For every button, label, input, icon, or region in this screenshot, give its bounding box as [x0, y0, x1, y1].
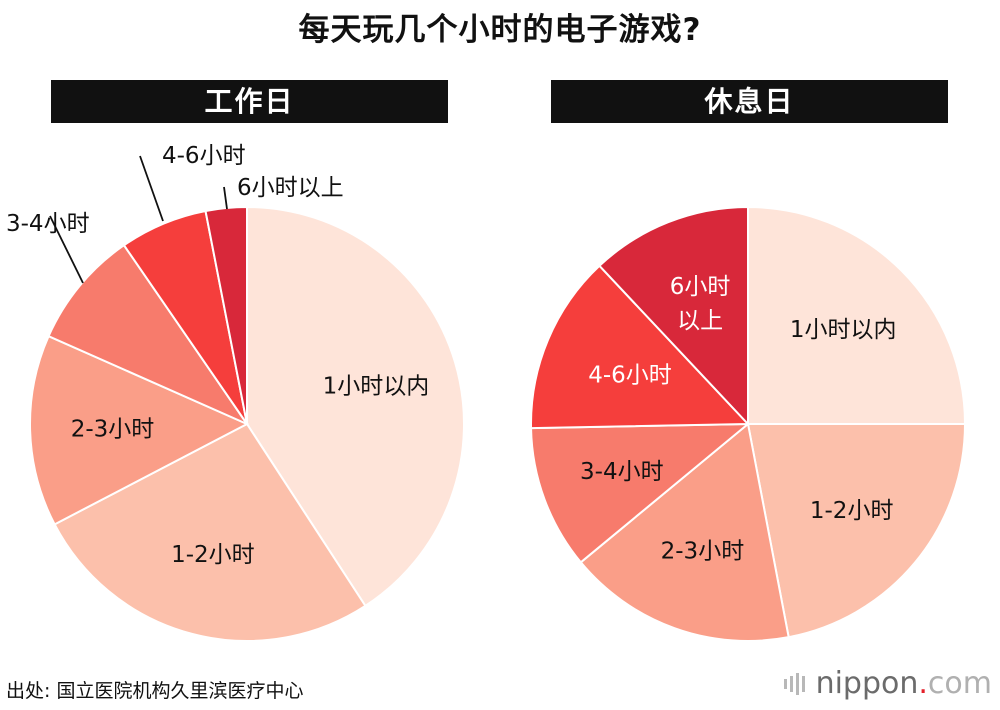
pie1-slice-5 [598, 205, 749, 427]
logo-dot: . [918, 666, 928, 701]
pie0-label-2: 2-3小时 [71, 416, 155, 442]
pie0-label-1: 1-2小时 [171, 542, 255, 568]
pie1-slice-1 [746, 423, 967, 639]
pie0-slice-3 [47, 243, 250, 427]
logo-bars-icon [783, 672, 808, 695]
pie1-label-5: 6小时以上 [670, 274, 731, 334]
pie0-label-0: 1小时以内 [323, 374, 430, 400]
pie0-leader-line-4 [139, 155, 164, 222]
pie1-slice-0 [747, 205, 967, 425]
pie0-label-5: 6小时以上 [237, 175, 344, 201]
pie0-slice-1 [53, 422, 367, 642]
pie0-leader-line-3 [49, 215, 84, 284]
pie0-slice-2 [29, 334, 250, 526]
weekday-header: 工作日 [51, 80, 448, 123]
source-note: 出处: 国立医院机构久里滨医疗中心 [6, 680, 304, 702]
nippon-logo: nippon. com [783, 666, 992, 701]
logo-name: nippon [815, 666, 919, 701]
pie1-slice-2 [579, 422, 790, 642]
pie0-leader-line-5 [223, 186, 228, 210]
pie0-label-3: 3-4小时 [6, 211, 90, 237]
pie1-slice-4 [530, 264, 751, 430]
pie1-label-1: 1-2小时 [810, 498, 894, 524]
pie1-label-3: 3-4小时 [580, 459, 664, 485]
chart-title: 每天玩几个小时的电子游戏? [298, 12, 702, 48]
logo-tld: com [927, 666, 992, 701]
pie1-label-0: 1小时以内 [790, 317, 897, 343]
pie1-label-4: 4-6小时 [588, 362, 672, 388]
pie1-label-2: 2-3小时 [661, 539, 745, 565]
pie0-label-4: 4-6小时 [162, 143, 246, 169]
holiday-header: 休息日 [551, 80, 948, 123]
pie1-slice-3 [530, 422, 751, 564]
